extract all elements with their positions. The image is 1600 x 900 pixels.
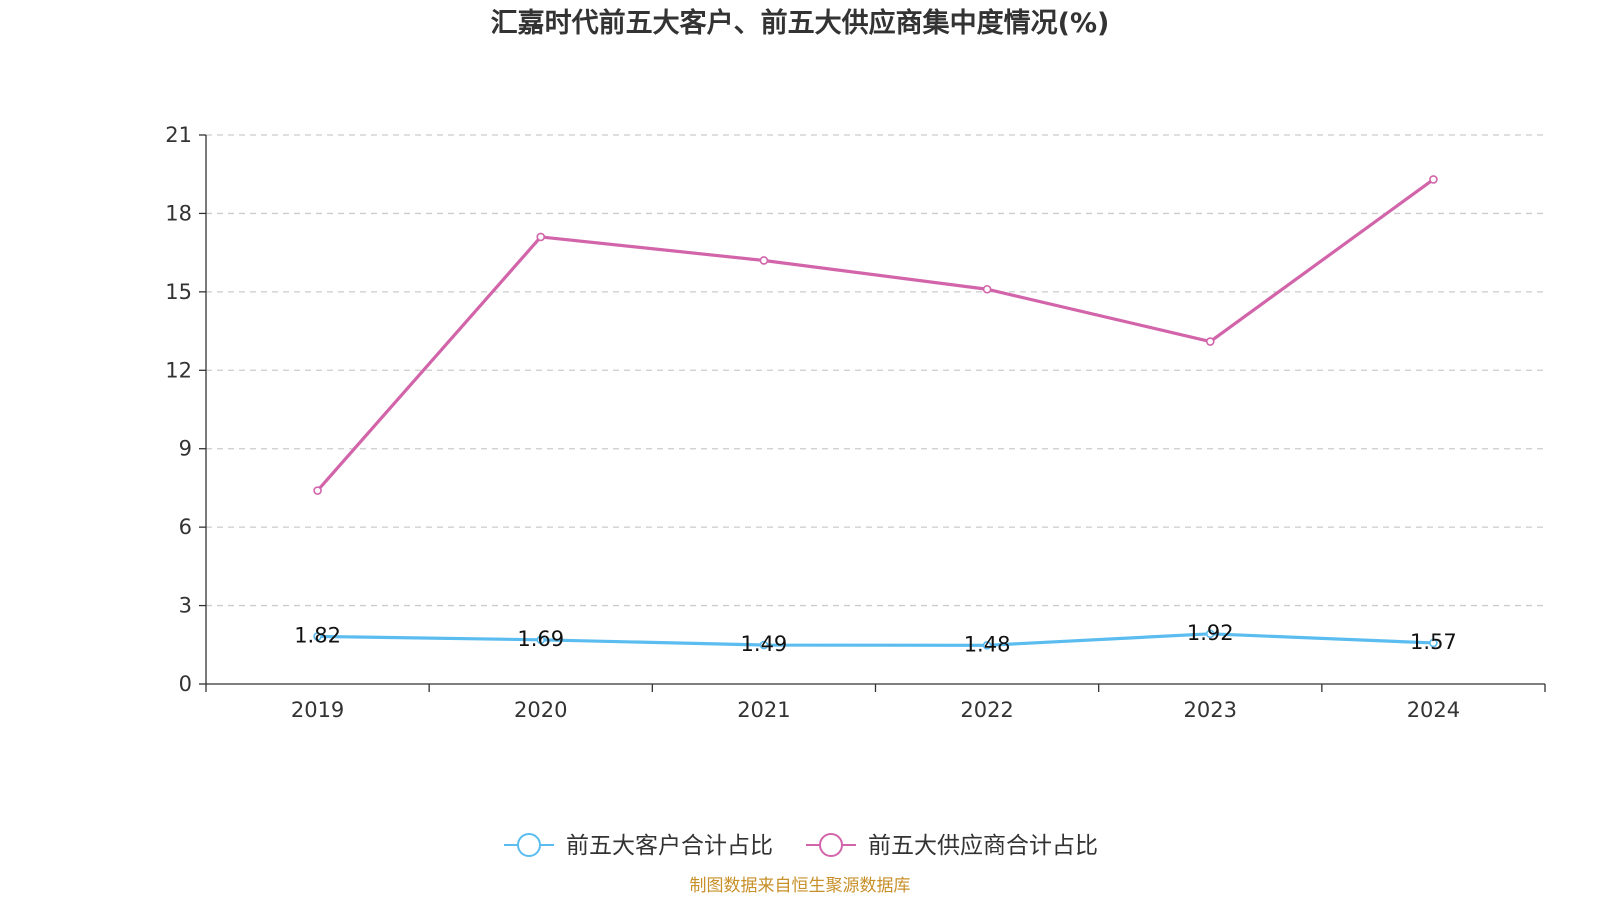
y-tick-label: 21 — [165, 123, 192, 147]
series-line — [317, 632, 1434, 647]
data-label: 1.48 — [964, 632, 1011, 656]
y-tick-label: 15 — [165, 280, 192, 304]
data-point[interactable] — [313, 486, 322, 495]
series-line — [316, 178, 1435, 492]
y-tick-label: 6 — [179, 515, 192, 539]
x-tick-label: 2019 — [291, 698, 344, 722]
x-tick-label: 2022 — [960, 698, 1013, 722]
grid-lines — [206, 134, 1545, 607]
data-point[interactable] — [1205, 629, 1215, 639]
data-point[interactable] — [1205, 337, 1215, 346]
legend[interactable]: 前五大客户合计占比 前五大供应商合计占比 — [504, 833, 1098, 859]
data-point[interactable] — [982, 641, 992, 650]
legend-label: 前五大客户合计占比 — [566, 833, 773, 859]
data-point[interactable] — [536, 232, 546, 242]
data-label: 1.69 — [517, 627, 564, 651]
x-tick-label: 2023 — [1184, 698, 1237, 722]
legend-label: 前五大供应商合计占比 — [868, 833, 1098, 859]
y-tick-label: 0 — [179, 672, 192, 696]
data-point[interactable] — [759, 640, 769, 650]
x-tick-label: 2021 — [737, 698, 790, 722]
y-tick-label: 18 — [165, 201, 192, 225]
chart-title: 汇嘉时代前五大客户、前五大供应商集中度情况(%) — [491, 7, 1110, 39]
data-point[interactable] — [1429, 175, 1438, 184]
data-point[interactable] — [759, 256, 769, 265]
axes: 0 3 6 9 12 15 18 21 2019 2020 2021 2022 2023 2024 — [165, 123, 1546, 722]
data-label: 1.57 — [1410, 630, 1457, 654]
source-note: 制图数据来自恒生聚源数据库 — [690, 876, 911, 896]
data-point[interactable] — [313, 632, 322, 641]
x-tick-label: 2024 — [1407, 698, 1460, 722]
y-tick-label: 3 — [179, 594, 192, 618]
legend-marker — [517, 833, 541, 857]
series-layer: 1.82 1.69 1.49 1.48 1.92 1.57 — [294, 175, 1457, 656]
y-tick-label: 9 — [179, 437, 192, 461]
data-point[interactable] — [1429, 638, 1438, 648]
data-point[interactable] — [536, 635, 546, 645]
data-point[interactable] — [982, 284, 992, 294]
y-tick-label: 12 — [165, 358, 192, 382]
data-label: 1.82 — [294, 623, 341, 647]
x-tick-label: 2020 — [514, 698, 567, 722]
legend-marker — [819, 833, 843, 857]
data-label: 1.49 — [741, 632, 788, 656]
data-label: 1.92 — [1187, 621, 1234, 645]
